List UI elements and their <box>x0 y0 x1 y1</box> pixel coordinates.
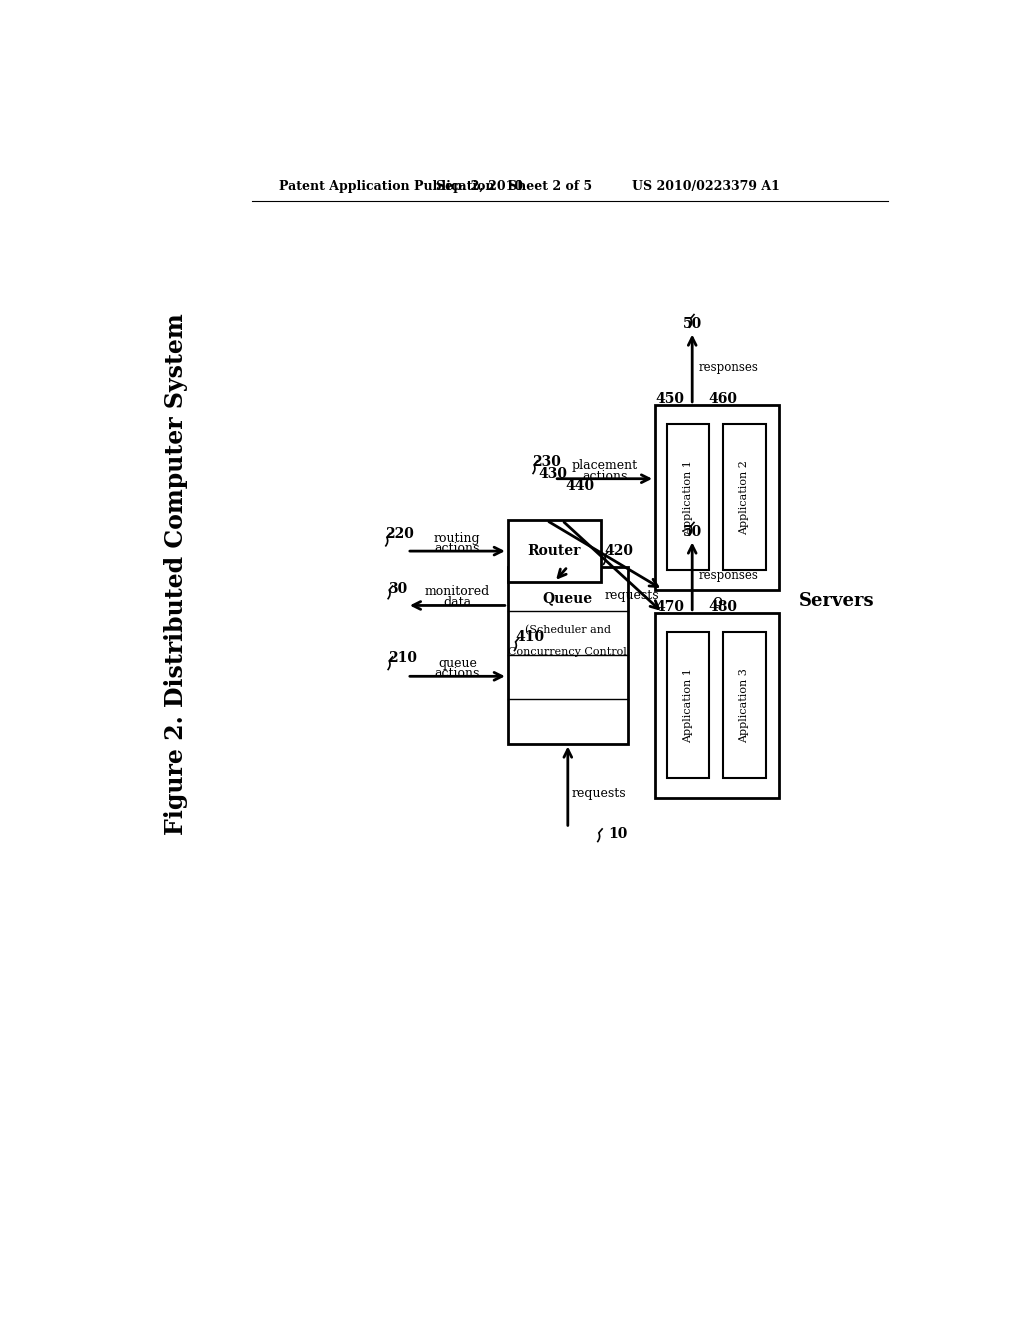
Bar <box>667 632 710 779</box>
Text: Application 1: Application 1 <box>683 459 693 535</box>
Bar <box>723 632 766 779</box>
Text: Sep. 2, 2010: Sep. 2, 2010 <box>436 181 523 194</box>
Text: 470: 470 <box>655 599 684 614</box>
Text: 30: 30 <box>388 582 407 595</box>
Text: Figure 2. Distributed Computer System: Figure 2. Distributed Computer System <box>164 313 188 836</box>
Text: Application 2: Application 2 <box>739 459 750 535</box>
Bar <box>508 520 601 582</box>
Bar <box>508 566 628 743</box>
Text: 420: 420 <box>604 544 634 558</box>
Text: 480: 480 <box>709 599 737 614</box>
Bar <box>667 424 710 570</box>
Text: 460: 460 <box>709 392 737 405</box>
Text: Servers: Servers <box>799 593 874 610</box>
Text: queue: queue <box>438 657 477 669</box>
Text: actions: actions <box>434 543 480 556</box>
Bar <box>655 405 779 590</box>
Text: requests: requests <box>571 787 627 800</box>
Text: actions: actions <box>582 470 628 483</box>
Text: 410: 410 <box>515 631 545 644</box>
Text: requests: requests <box>604 589 659 602</box>
Text: responses: responses <box>698 569 759 582</box>
Text: 220: 220 <box>385 527 414 541</box>
Bar <box>655 612 779 797</box>
Text: 50: 50 <box>683 317 701 331</box>
Text: US 2010/0223379 A1: US 2010/0223379 A1 <box>632 181 779 194</box>
Text: Concurrency Control: Concurrency Control <box>509 647 627 656</box>
Text: placement: placement <box>571 459 638 473</box>
Text: actions: actions <box>434 668 480 681</box>
Text: 440: 440 <box>566 479 595 492</box>
Text: monitored: monitored <box>425 585 490 598</box>
Text: Sheet 2 of 5: Sheet 2 of 5 <box>508 181 592 194</box>
Text: (Scheduler and: (Scheduler and <box>525 626 610 635</box>
Text: routing: routing <box>434 532 480 545</box>
Text: 450: 450 <box>655 392 684 405</box>
Text: 430: 430 <box>539 467 567 480</box>
Text: 210: 210 <box>388 651 417 665</box>
Text: Queue: Queue <box>543 591 593 606</box>
Text: Patent Application Publication: Patent Application Publication <box>280 181 495 194</box>
Text: data: data <box>443 595 471 609</box>
Text: 50: 50 <box>683 525 701 539</box>
Bar <box>723 424 766 570</box>
Text: Application 1: Application 1 <box>683 668 693 743</box>
Text: 230: 230 <box>532 455 561 469</box>
Text: o: o <box>712 593 722 610</box>
Text: 10: 10 <box>608 828 628 841</box>
Text: responses: responses <box>698 362 759 375</box>
Text: Application 3: Application 3 <box>739 668 750 743</box>
Text: Router: Router <box>527 544 581 558</box>
